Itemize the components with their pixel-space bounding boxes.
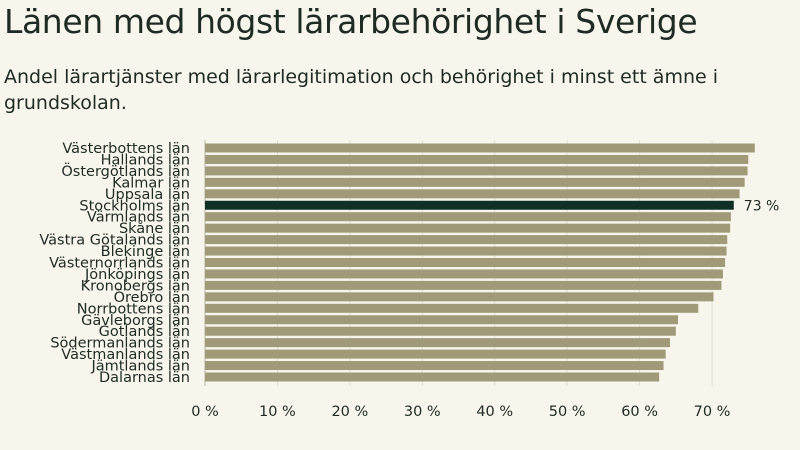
category-label-21: Dalarnas län xyxy=(99,370,190,386)
category-label-12: Jönköpings län xyxy=(84,267,190,283)
category-label-2: Hallands län xyxy=(101,152,190,168)
category-label-9: Västra Götalands län xyxy=(39,233,190,249)
bar-11 xyxy=(205,258,726,267)
x-tick-label-60: 60 % xyxy=(621,404,658,420)
bar-7 xyxy=(205,212,731,222)
x-tick-label-20: 20 % xyxy=(331,404,368,420)
category-label-3: Östergötlands län xyxy=(61,162,190,180)
bar-19 xyxy=(205,349,666,359)
category-label-19: Västmanlands län xyxy=(61,347,190,363)
x-tick-label-40: 40 % xyxy=(476,404,513,420)
bar-13 xyxy=(205,280,722,290)
x-tick-label-70: 70 % xyxy=(694,404,731,420)
bar-9 xyxy=(205,235,728,245)
bar-16 xyxy=(205,315,679,325)
bars xyxy=(205,143,755,382)
bar-5 xyxy=(205,189,740,199)
category-label-15: Norrbottens län xyxy=(77,301,190,317)
category-label-14: Örebro län xyxy=(114,288,190,306)
bar-10 xyxy=(205,246,727,256)
x-tick-label-10: 10 % xyxy=(259,404,296,420)
x-tick-label-50: 50 % xyxy=(549,404,586,420)
category-label-13: Kronobergs län xyxy=(81,278,190,294)
highlight-value-label: 73 % xyxy=(744,198,780,214)
bar-17 xyxy=(205,326,676,336)
category-label-6: Stockholms län xyxy=(79,198,190,214)
bar-20 xyxy=(205,361,664,371)
bar-12 xyxy=(205,269,723,279)
bar-2 xyxy=(205,154,749,164)
bar-18 xyxy=(205,338,671,348)
category-label-4: Kalmar län xyxy=(112,175,190,191)
category-label-20: Jämtlands län xyxy=(90,359,190,375)
bar-6 xyxy=(205,200,734,210)
category-label-18: Södermanlands län xyxy=(50,336,190,352)
annotations: 73 % xyxy=(744,198,780,214)
category-label-8: Skåne län xyxy=(119,220,190,237)
category-label-5: Uppsala län xyxy=(105,187,190,203)
x-tick-label-0: 0 % xyxy=(191,404,219,420)
bar-21 xyxy=(205,372,660,382)
bar-15 xyxy=(205,303,699,313)
bar-14 xyxy=(205,292,714,302)
chart-subtitle: Andel lärartjänster med lärarlegitimatio… xyxy=(4,66,719,114)
bar-4 xyxy=(205,177,745,187)
x-tick-label-30: 30 % xyxy=(404,404,441,420)
chart-title: Länen med högst lärarbehörighet i Sverig… xyxy=(4,2,698,41)
category-label-1: Västerbottens län xyxy=(62,141,190,157)
bar-8 xyxy=(205,223,731,233)
bar-3 xyxy=(205,166,748,176)
category-label-11: Västernorrlands län xyxy=(49,256,190,272)
bar-1 xyxy=(205,143,755,153)
category-label-17: Gotlands län xyxy=(99,324,190,340)
category-label-7: Värmlands län xyxy=(87,210,190,226)
category-label-10: Blekinge län xyxy=(101,244,190,260)
category-label-16: Gävleborgs län xyxy=(81,313,190,329)
x-tick-labels: 0 % 10 % 20 % 30 % 40 % 50 % 60 % 70 % xyxy=(191,404,730,420)
